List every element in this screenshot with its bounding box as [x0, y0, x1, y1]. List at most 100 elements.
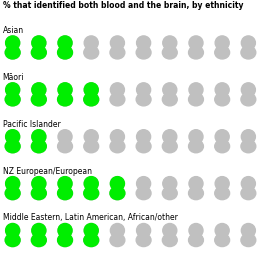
Circle shape [215, 83, 229, 97]
Circle shape [6, 224, 20, 237]
Circle shape [163, 177, 177, 191]
Ellipse shape [136, 234, 151, 247]
Circle shape [189, 177, 203, 191]
Ellipse shape [31, 140, 46, 153]
Circle shape [215, 36, 229, 50]
Ellipse shape [215, 234, 230, 247]
Ellipse shape [5, 140, 20, 153]
Bar [58, 36, 65, 63]
Text: Asian: Asian [3, 26, 24, 35]
Circle shape [58, 130, 72, 144]
Circle shape [137, 177, 151, 191]
Ellipse shape [188, 234, 203, 247]
Ellipse shape [110, 140, 125, 153]
Circle shape [58, 36, 72, 50]
Circle shape [84, 224, 98, 237]
Ellipse shape [241, 187, 256, 200]
Circle shape [189, 36, 203, 50]
Circle shape [6, 130, 20, 144]
Circle shape [137, 36, 151, 50]
Bar [110, 177, 117, 204]
Ellipse shape [58, 93, 72, 106]
Circle shape [215, 177, 229, 191]
Ellipse shape [31, 93, 46, 106]
Ellipse shape [136, 187, 151, 200]
Ellipse shape [215, 187, 230, 200]
Circle shape [84, 130, 98, 144]
Circle shape [241, 224, 255, 237]
Circle shape [6, 83, 20, 97]
Ellipse shape [58, 234, 72, 247]
Circle shape [58, 224, 72, 237]
Ellipse shape [136, 140, 151, 153]
Text: % that identified both blood and the brain, by ethnicity: % that identified both blood and the bra… [3, 1, 243, 10]
Circle shape [32, 177, 46, 191]
Circle shape [163, 83, 177, 97]
Circle shape [163, 130, 177, 144]
Ellipse shape [58, 187, 72, 200]
Ellipse shape [241, 234, 256, 247]
Bar [84, 83, 94, 110]
Text: Māori: Māori [3, 73, 24, 82]
Ellipse shape [5, 140, 20, 153]
Circle shape [6, 177, 20, 191]
Ellipse shape [31, 234, 46, 247]
Ellipse shape [58, 46, 72, 59]
Ellipse shape [5, 187, 20, 200]
Circle shape [32, 224, 46, 237]
Ellipse shape [162, 46, 177, 59]
Circle shape [137, 224, 151, 237]
Circle shape [241, 130, 255, 144]
Circle shape [84, 83, 98, 97]
Ellipse shape [241, 93, 256, 106]
Text: NZ European/European: NZ European/European [3, 166, 92, 176]
Ellipse shape [136, 93, 151, 106]
Circle shape [32, 130, 46, 144]
Circle shape [32, 130, 46, 144]
Circle shape [110, 83, 124, 97]
Circle shape [110, 177, 124, 191]
Ellipse shape [215, 140, 230, 153]
Ellipse shape [31, 187, 46, 200]
Ellipse shape [31, 140, 46, 153]
Ellipse shape [5, 46, 20, 59]
Circle shape [6, 36, 20, 50]
Circle shape [32, 177, 46, 191]
Ellipse shape [162, 234, 177, 247]
Circle shape [241, 36, 255, 50]
Ellipse shape [58, 140, 72, 153]
Ellipse shape [31, 93, 46, 106]
Circle shape [137, 83, 151, 97]
Ellipse shape [58, 46, 72, 59]
Ellipse shape [110, 187, 125, 200]
Ellipse shape [58, 93, 72, 106]
Circle shape [189, 130, 203, 144]
Text: Pacific Islander: Pacific Islander [3, 120, 60, 129]
Ellipse shape [162, 140, 177, 153]
Circle shape [110, 177, 124, 191]
Circle shape [84, 83, 98, 97]
Ellipse shape [84, 46, 99, 59]
Ellipse shape [58, 234, 72, 247]
Circle shape [84, 177, 98, 191]
Ellipse shape [188, 93, 203, 106]
Circle shape [215, 224, 229, 237]
Ellipse shape [188, 187, 203, 200]
Bar [84, 224, 91, 251]
Circle shape [163, 224, 177, 237]
Ellipse shape [110, 234, 125, 247]
Circle shape [58, 83, 72, 97]
Ellipse shape [162, 187, 177, 200]
Ellipse shape [5, 187, 20, 200]
Circle shape [6, 83, 20, 97]
Ellipse shape [84, 187, 99, 200]
Ellipse shape [215, 93, 230, 106]
Ellipse shape [84, 234, 99, 247]
Circle shape [189, 83, 203, 97]
Circle shape [6, 177, 20, 191]
Ellipse shape [5, 46, 20, 59]
Circle shape [32, 224, 46, 237]
Circle shape [6, 130, 20, 144]
Ellipse shape [84, 187, 99, 200]
Ellipse shape [31, 234, 46, 247]
